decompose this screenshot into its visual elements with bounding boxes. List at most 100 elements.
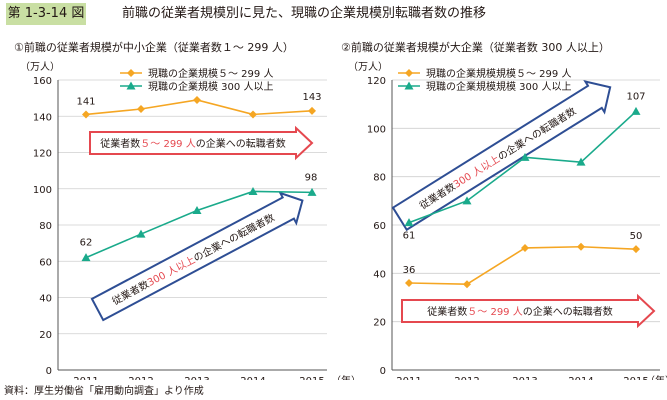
chart1-legend-marker <box>127 69 135 77</box>
chart2-legend-marker <box>404 81 414 90</box>
chart2-legend-item: 現職の企業規模規模 300 人以上 <box>398 80 571 93</box>
chart1-ytick-label: 160 <box>33 76 52 87</box>
chart2-arrow-up-text: 従業者数300 人以上の企業への転職者数 <box>417 104 578 212</box>
chart2-legend-label: 現職の企業規模規模５～ 299 人 <box>426 67 571 80</box>
chart2-series-2-point <box>520 152 530 161</box>
chart2-series-2-point <box>462 196 472 205</box>
chart2-xtick-label: 2011 <box>396 376 421 380</box>
chart2-xtick-label: 2015 <box>623 376 648 380</box>
chart2-arrow-up: 従業者数300 人以上の企業への転職者数 <box>391 80 612 232</box>
chart1-arrow-right-shape <box>89 125 314 161</box>
chart2-series-1-point <box>577 242 585 251</box>
chart1-ytick-label: 140 <box>33 112 52 123</box>
chart2-arrow-right-text-part: 従業者数 <box>427 305 467 318</box>
chart2-ylabel: （万人） <box>348 61 388 73</box>
chart1-xtick-label: 2011 <box>73 376 98 380</box>
chart1-arrow-right: 従業者数５～ 299 人の企業への転職者数 <box>89 125 314 161</box>
chart2-xlabel: （年） <box>645 374 667 380</box>
chart1-xlabel: （年） <box>331 374 361 380</box>
chart1-legend-label: 現職の企業規模５～ 299 人 <box>148 67 273 80</box>
chart1-data-label: 143 <box>302 92 321 103</box>
chart1-data-label: 98 <box>305 172 318 183</box>
chart1-ytick-label: 40 <box>39 294 52 305</box>
chart2-series-1-point <box>405 279 413 287</box>
chart1-legend-item: 現職の企業規模５～ 299 人 <box>120 67 273 80</box>
chart2-ytick-label: 100 <box>367 124 386 135</box>
chart2-xtick-label: 2013 <box>512 376 537 380</box>
chart2-ytick-label: 120 <box>367 76 386 87</box>
figure-number: 第 1-3-14 図 <box>6 3 86 25</box>
chart1-ytick-label: 80 <box>39 221 52 232</box>
chart2-series-2-point <box>631 106 641 115</box>
chart1-data-label: 62 <box>80 238 93 249</box>
chart2-ytick-label: 60 <box>373 221 386 232</box>
chart1-ytick-label: 120 <box>33 149 52 160</box>
chart1-ytick-label: 100 <box>33 185 52 196</box>
chart2-legend-item: 現職の企業規模規模５～ 299 人 <box>398 67 571 80</box>
chart1-xtick-label: 2013 <box>184 376 209 380</box>
chart1-arrow-right-text-part: の企業への転職者数 <box>196 137 286 150</box>
chart2-series-1-point <box>632 245 640 254</box>
chart2-series-2-point <box>576 157 586 166</box>
chart1-series-2-point <box>192 206 202 214</box>
chart1-legend-label: 現職の企業規模 300 人以上 <box>148 80 273 93</box>
source-note: 資料：厚生労働省「雇用動向調査」より作成 <box>4 386 204 397</box>
figure-title: 前職の従業者規模別に見た、現職の企業規模別転職者数の推移 <box>122 6 487 21</box>
chart1-data-label: 141 <box>76 96 95 107</box>
chart1-series-1-line <box>85 99 313 116</box>
chart1-arrow-right-text-part: 従業者数 <box>100 137 140 150</box>
chart1-series-1-point <box>249 110 257 119</box>
chart2-arrow-right-text-part: の企業への転職者数 <box>523 305 613 318</box>
chart1-arrow-up-text-part: の企業への転職者数 <box>191 211 277 265</box>
chart2-ytick-label: 0 <box>380 366 386 377</box>
chart1-series-2-point <box>248 186 258 195</box>
chart1-arrow-up: 従業者数300 人以上の企業への転職者数 <box>90 191 304 322</box>
chart2-series-1-point <box>463 280 471 289</box>
chart1-series-2-point <box>136 229 146 238</box>
chart2-arrow-right-shape <box>401 293 656 329</box>
chart1-series-2-point <box>307 187 317 196</box>
chart2-ytick-label: 40 <box>373 269 386 280</box>
chart2-arrow-right-text-part: ５～ 299 人 <box>467 306 522 318</box>
chart1: ①前職の従業者規模が中小企業（従業者数１～ 299 人） （万人） 0 20 40 60 8… <box>14 40 361 380</box>
chart2-arrow-up-label: 従業者数300 人以上の企業への転職者数 <box>417 104 578 212</box>
chart2-series-1-line <box>408 245 637 286</box>
chart1-ytick-label: 60 <box>39 257 52 268</box>
chart2-title: ②前職の従業者規模が大企業（従業者数 300 人以上） <box>341 40 610 54</box>
chart2-data-label: 61 <box>403 231 416 242</box>
chart1-series-2-point <box>81 253 91 262</box>
chart-canvas: ①前職の従業者規模が中小企業（従業者数１～ 299 人） （万人） 0 20 40 60 8… <box>14 40 667 380</box>
chart2-series-2-point <box>404 218 414 227</box>
chart1-xtick-label: 2015 <box>299 376 324 380</box>
chart1-series-1-point <box>308 106 316 115</box>
chart2-arrow-up-text-part: の企業への転職者数 <box>495 104 578 163</box>
chart2: ②前職の従業者規模が大企業（従業者数 300 人以上） （万人） 0 20 40 60 80… <box>341 40 667 380</box>
chart2-data-label: 107 <box>626 91 645 102</box>
chart1-legend-item: 現職の企業規模 300 人以上 <box>120 80 273 93</box>
chart1-title: ①前職の従業者規模が中小企業（従業者数１～ 299 人） <box>14 40 294 54</box>
chart2-arrow-right-text: 従業者数５～ 299 人の企業への転職者数 <box>427 305 612 318</box>
chart2-series-1-point <box>521 243 529 252</box>
chart2-legend-label: 現職の企業規模規模 300 人以上 <box>426 80 571 93</box>
chart2-ytick-label: 20 <box>373 318 386 329</box>
chart2-data-label: 36 <box>403 265 416 276</box>
chart1-xtick-label: 2012 <box>128 376 153 380</box>
chart2-ytick-label: 80 <box>373 173 386 184</box>
chart1-ylabel: （万人） <box>20 61 60 73</box>
chart1-arrow-up-shape <box>90 191 304 322</box>
chart1-arrow-right-label: 従業者数５～ 299 人の企業への転職者数 <box>100 137 285 150</box>
chart2-legend-marker <box>405 69 413 77</box>
chart2-arrow-right-label: 従業者数５～ 299 人の企業への転職者数 <box>427 305 612 318</box>
chart2-xtick-label: 2012 <box>454 376 479 380</box>
chart1-series-1-point <box>193 95 201 104</box>
chart1-arrow-right-text-part: ５～ 299 人 <box>140 138 195 150</box>
chart1-series-1-point <box>137 105 145 113</box>
chart2-arrow-up-shape <box>391 80 612 232</box>
chart1-ytick-label: 0 <box>46 366 52 377</box>
chart1-arrow-right-text: 従業者数５～ 299 人の企業への転職者数 <box>100 137 285 150</box>
chart1-series-1-point <box>82 110 90 119</box>
figure-header: 第 1-3-14 図 前職の従業者規模別に見た、現職の企業規模別転職者数の推移 <box>0 0 667 30</box>
